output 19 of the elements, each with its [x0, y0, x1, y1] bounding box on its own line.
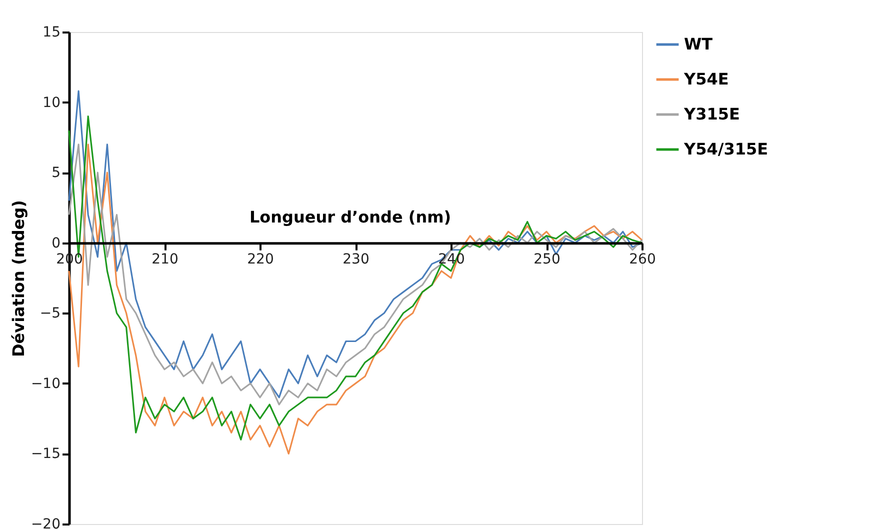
legend-label: Y54/315E [683, 140, 768, 158]
x-tick-label: 210 [152, 251, 178, 268]
x-tick-label: 250 [534, 251, 560, 268]
x-tick-label: 260 [629, 251, 656, 268]
y-tick-label: 15 [42, 24, 60, 40]
y-tick-label: −15 [30, 446, 60, 462]
x-axis-title: Longueur d’onde (nm) [249, 207, 452, 226]
y-tick-label: 10 [42, 94, 60, 111]
y-tick-label: −20 [30, 516, 60, 529]
y-tick-label: 0 [52, 235, 60, 252]
x-tick-label: 230 [342, 251, 370, 268]
legend-label: WT [684, 34, 713, 54]
x-tick-label: 220 [247, 251, 274, 268]
y-tick-label: −10 [30, 376, 60, 392]
y-tick-label: −5 [40, 306, 60, 322]
legend-label: Y315E [683, 104, 740, 124]
y-axis-title: Déviation (mdeg) [8, 200, 28, 357]
legend-label: Y54E [683, 70, 729, 88]
y-tick-label: 5 [52, 165, 60, 182]
